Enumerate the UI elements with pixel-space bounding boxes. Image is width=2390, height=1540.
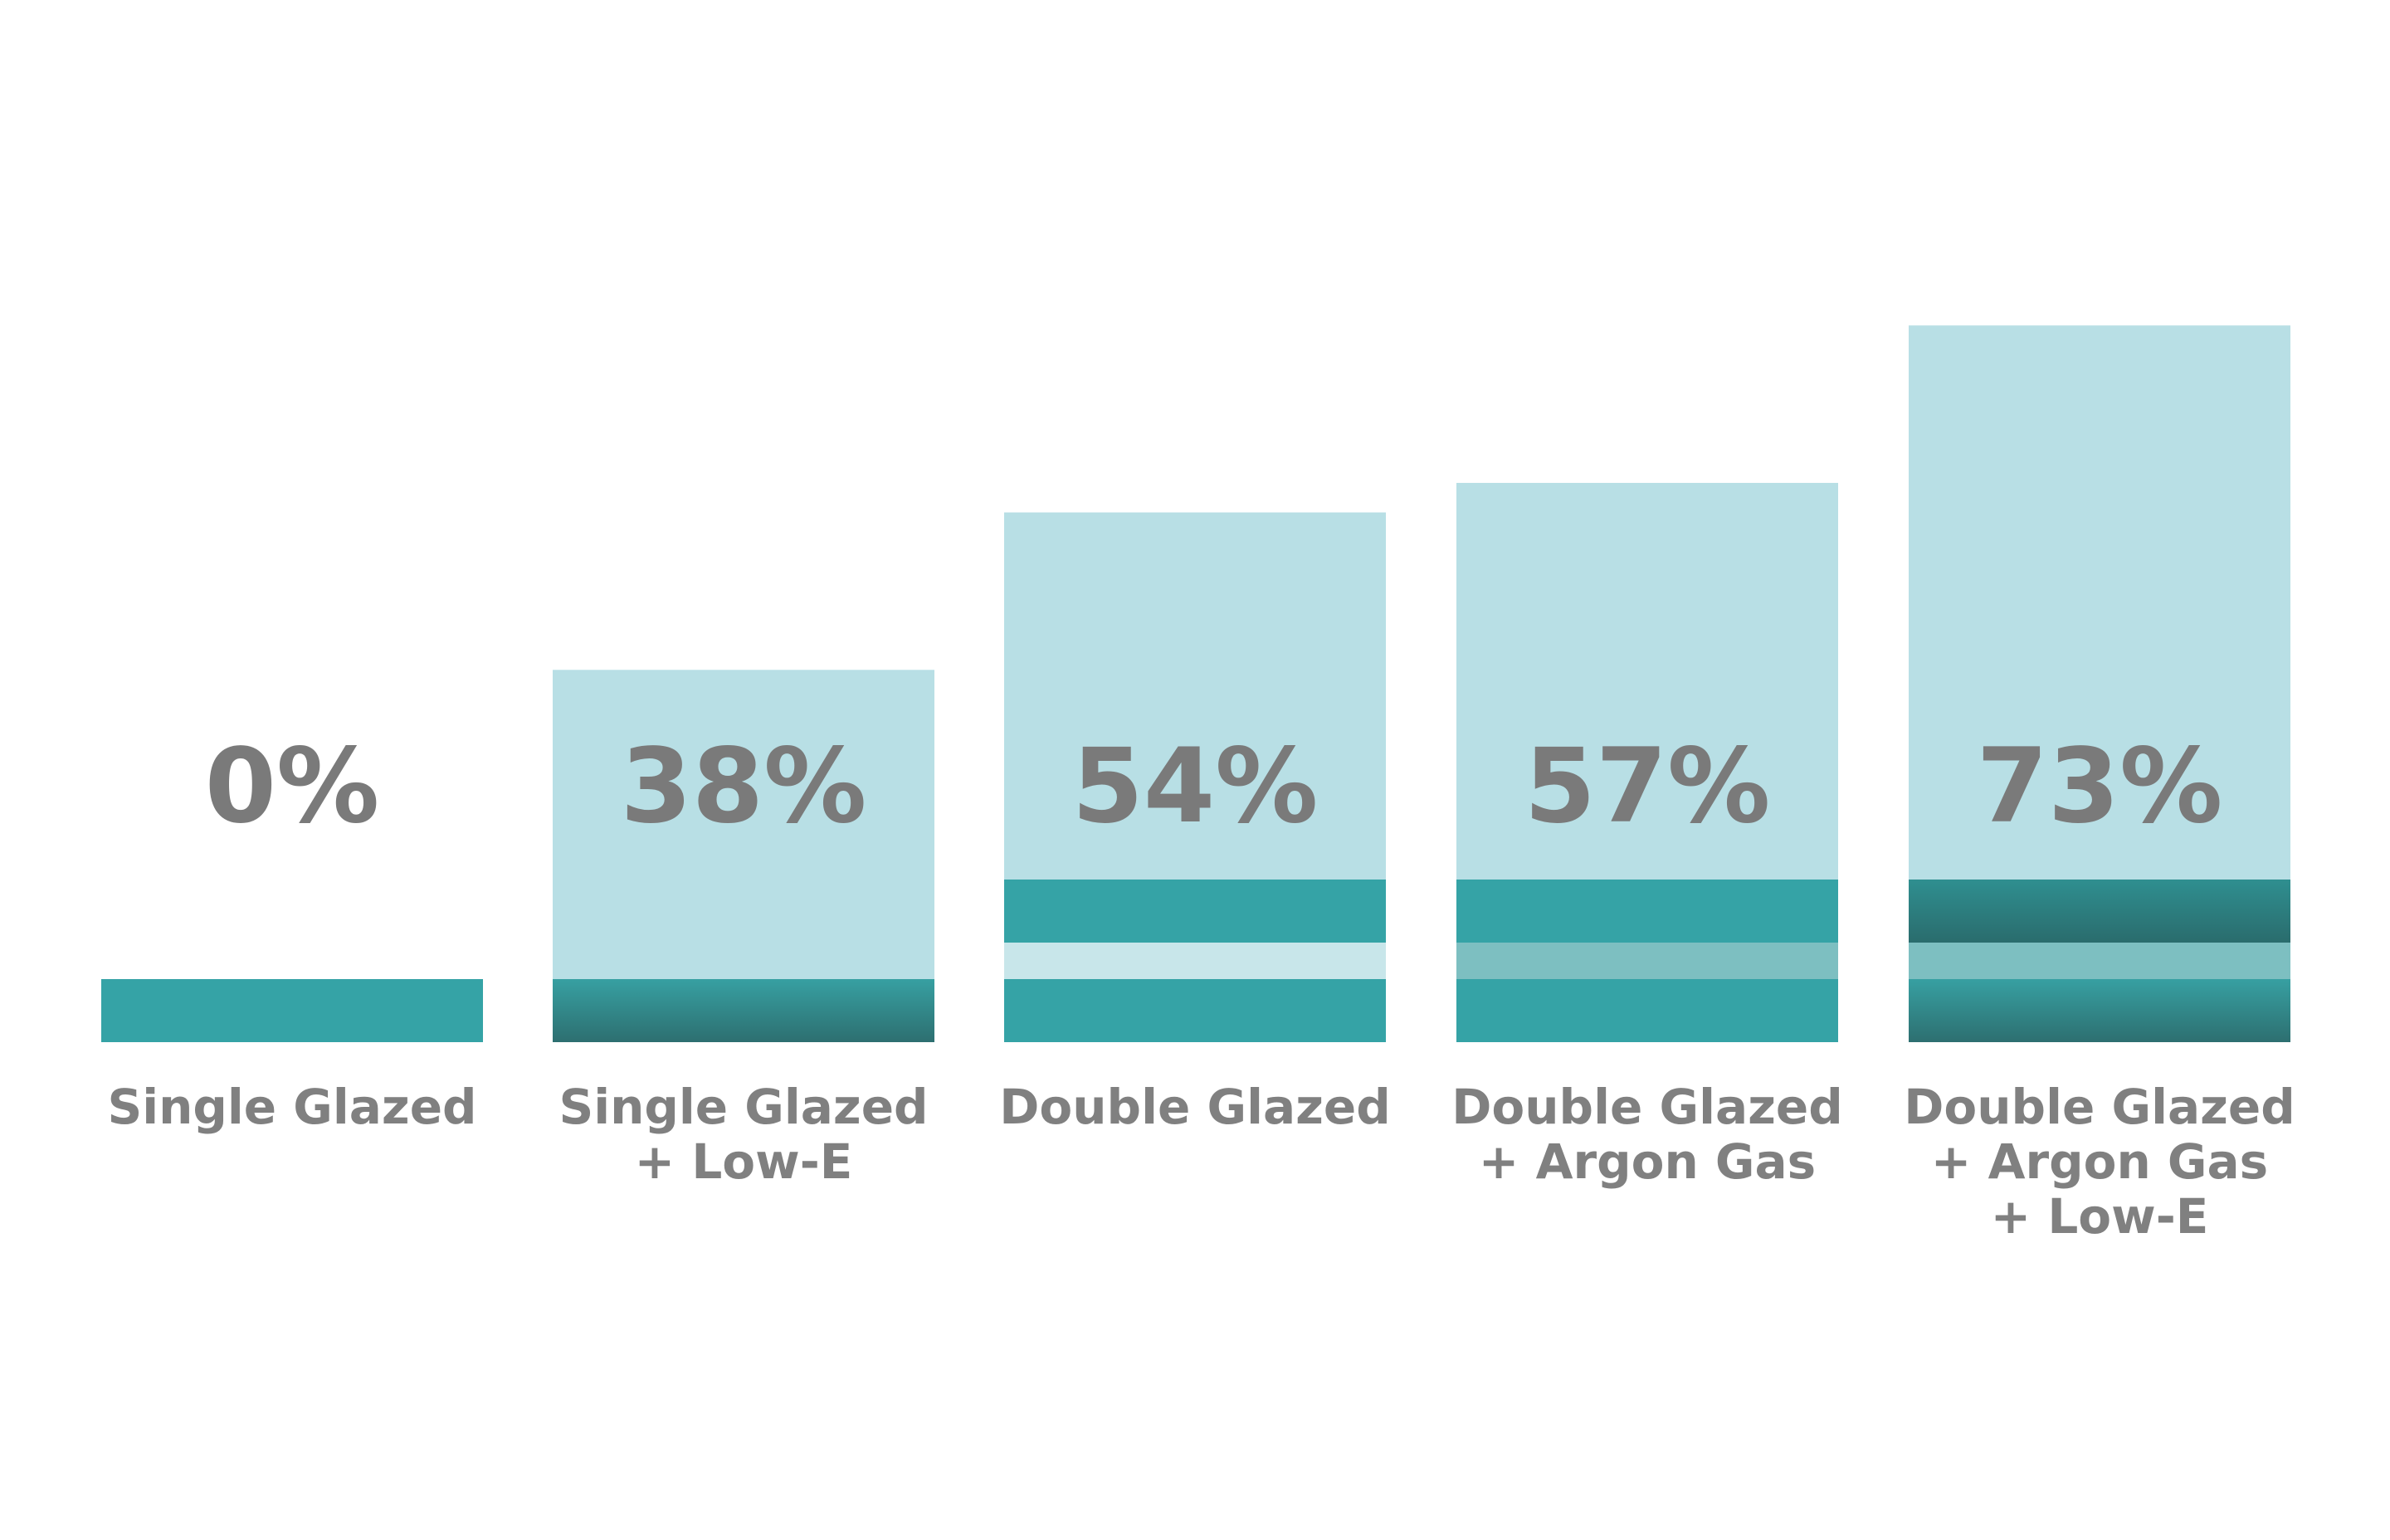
glass-pane-icon bbox=[101, 979, 483, 1042]
category-label-4-0: Double Glazed bbox=[1904, 1079, 2295, 1135]
value-label-2: 54% bbox=[1072, 727, 1319, 846]
glass-pane-lowe-icon bbox=[1909, 880, 2290, 943]
category-label-2-0: Double Glazed bbox=[999, 1079, 1390, 1135]
category-label-1-0: Single Glazed bbox=[558, 1079, 928, 1135]
glass-pane-icon bbox=[1004, 880, 1386, 943]
argon-gap-icon bbox=[1909, 943, 2290, 979]
value-label-4: 73% bbox=[1977, 727, 2223, 846]
category-label-4-2: + Low-E bbox=[1991, 1188, 2209, 1245]
glass-pane-lowe-icon bbox=[1909, 979, 2290, 1042]
value-label-3: 57% bbox=[1524, 727, 1771, 846]
value-label-1: 38% bbox=[621, 727, 867, 846]
value-label-0: 0% bbox=[205, 727, 380, 846]
glass-pane-icon bbox=[1004, 979, 1386, 1042]
category-label-0-0: Single Glazed bbox=[107, 1079, 476, 1135]
category-label-3-0: Double Glazed bbox=[1451, 1079, 1842, 1135]
glass-layers-group bbox=[101, 880, 2290, 1042]
glass-pane-lowe-icon bbox=[553, 979, 934, 1042]
category-label-1-1: + Low-E bbox=[635, 1133, 853, 1190]
glass-pane-icon bbox=[1456, 880, 1838, 943]
glass-pane-icon bbox=[1456, 979, 1838, 1042]
air-gap-icon bbox=[1004, 943, 1386, 979]
category-label-3-1: + Argon Gas bbox=[1479, 1133, 1816, 1190]
category-label-4-1: + Argon Gas bbox=[1931, 1133, 2268, 1190]
argon-gap-icon bbox=[1456, 943, 1838, 979]
